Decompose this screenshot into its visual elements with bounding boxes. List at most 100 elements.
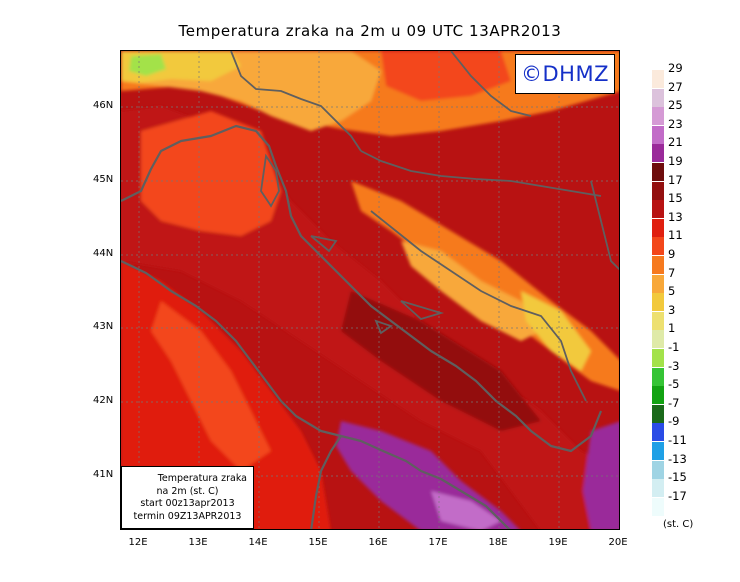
legend-entry: -17 [652,489,732,517]
legend-label: 13 [668,209,683,224]
legend-entry: 25 [652,98,732,126]
legend-label: 5 [668,284,676,299]
legend-entry: 15 [652,191,732,219]
info-termin: termin 09Z13APR2013 [133,510,242,522]
legend-entry: 21 [652,135,732,163]
graticule [121,51,619,529]
legend-swatch [652,293,664,312]
legend-label: 7 [668,265,676,280]
legend-entry: 9 [652,247,732,275]
legend-swatch [652,256,664,274]
legend-swatch [652,88,664,107]
lon-label-18e: 18E [488,537,508,548]
legend-label: 27 [668,79,683,94]
legend-swatch [652,367,664,386]
legend-entry: 11 [652,228,732,256]
legend-swatch [652,330,664,349]
lon-label-16e: 16E [368,537,388,548]
legend-entry: -3 [652,359,732,387]
lat-label-43n: 43N [93,321,114,332]
legend-swatch [652,311,664,330]
legend-swatch [652,107,664,126]
lon-label-17e: 17E [428,537,448,548]
legend-label: -7 [668,395,680,410]
legend-label: 29 [668,61,683,75]
legend-entry: 19 [652,154,732,182]
lat-label-44n: 44N [93,248,114,259]
legend-swatch [652,200,664,219]
legend-label: 17 [668,172,683,187]
map-title: Temperatura zraka na 2m u 09 UTC 13APR20… [178,22,562,40]
northeast-warm-zone [381,51,511,101]
legend-label: 19 [668,154,683,168]
legend-entry: 17 [652,173,732,201]
legend-entry: -5 [652,377,732,405]
legend-label: -1 [668,340,680,354]
legend-label: 23 [668,116,683,131]
dinaric-cool-core [401,241,541,341]
lon-label-13e: 13E [188,537,208,548]
legend-label: 25 [668,98,683,113]
legend-entry: -13 [652,452,732,480]
legend-swatch [652,237,664,256]
legend-swatch [652,442,664,460]
legend-swatch [652,460,664,479]
legend-entry: 7 [652,266,732,294]
legend-label: 11 [668,228,683,243]
legend-swatch [652,386,664,405]
legend-label: -17 [668,488,687,503]
legend-entry: -15 [652,470,732,498]
legend-swatch [652,163,664,181]
legend-swatch [652,349,664,367]
info-start: start 00z13apr2013 [140,498,235,509]
dhmz-logo: ©DHMZ [515,54,615,94]
lon-label-14e: 14E [248,537,268,548]
legend-label: -5 [668,377,680,392]
legend-label: 3 [668,302,676,317]
legend-label: 15 [668,191,683,206]
coastlines [121,124,603,529]
legend-label: -13 [668,451,687,466]
legend-entry: 27 [652,80,732,108]
legend-entry: 3 [652,303,732,331]
legend-entry: -11 [652,433,732,461]
lat-label-41n: 41N [93,469,114,480]
legend-swatch [652,125,664,144]
legend-swatch [652,423,664,442]
info-unit: na 2m (st. C) [156,485,219,497]
legend-entry: 23 [652,117,732,145]
legend-entry: -1 [652,340,732,368]
legend-entry: -9 [652,414,732,442]
legend-swatch [652,144,664,163]
borders [230,51,619,402]
south-warm-zone [336,421,519,529]
legend-label: 9 [668,247,676,261]
lat-label-42n: 42N [93,395,114,406]
temperature-field [121,51,619,529]
legend-swatch [652,404,664,423]
legend-swatch [652,274,664,293]
legend-label: -11 [668,433,687,447]
dinaric-cold-peak [521,291,591,371]
lon-label-19e: 19E [548,537,568,548]
legend-label: -15 [668,470,687,485]
legend-label: -3 [668,358,680,373]
apennine-band [151,301,271,471]
info-box: Temperatura zraka na 2m (st. C) start 00… [121,466,254,529]
legend-entry: -7 [652,396,732,424]
lat-label-45n: 45N [93,174,114,185]
legend-label: -9 [668,414,680,429]
legend-swatch [652,70,664,88]
southeast-warm-zone [583,421,619,529]
legend-entry: 13 [652,210,732,238]
north-adriatic-warm-zone [141,111,281,236]
legend-swatch [652,181,664,200]
lat-label-46n: 46N [93,100,114,111]
lon-label-15e: 15E [308,537,328,548]
legend-entry: 1 [652,321,732,349]
lon-label-12e: 12E [128,537,148,548]
lon-label-20e: 20E [608,537,628,548]
alpine-coldest-spot [129,54,166,76]
legend-entry: 5 [652,284,732,312]
info-variable: Temperatura zraka [157,473,247,484]
